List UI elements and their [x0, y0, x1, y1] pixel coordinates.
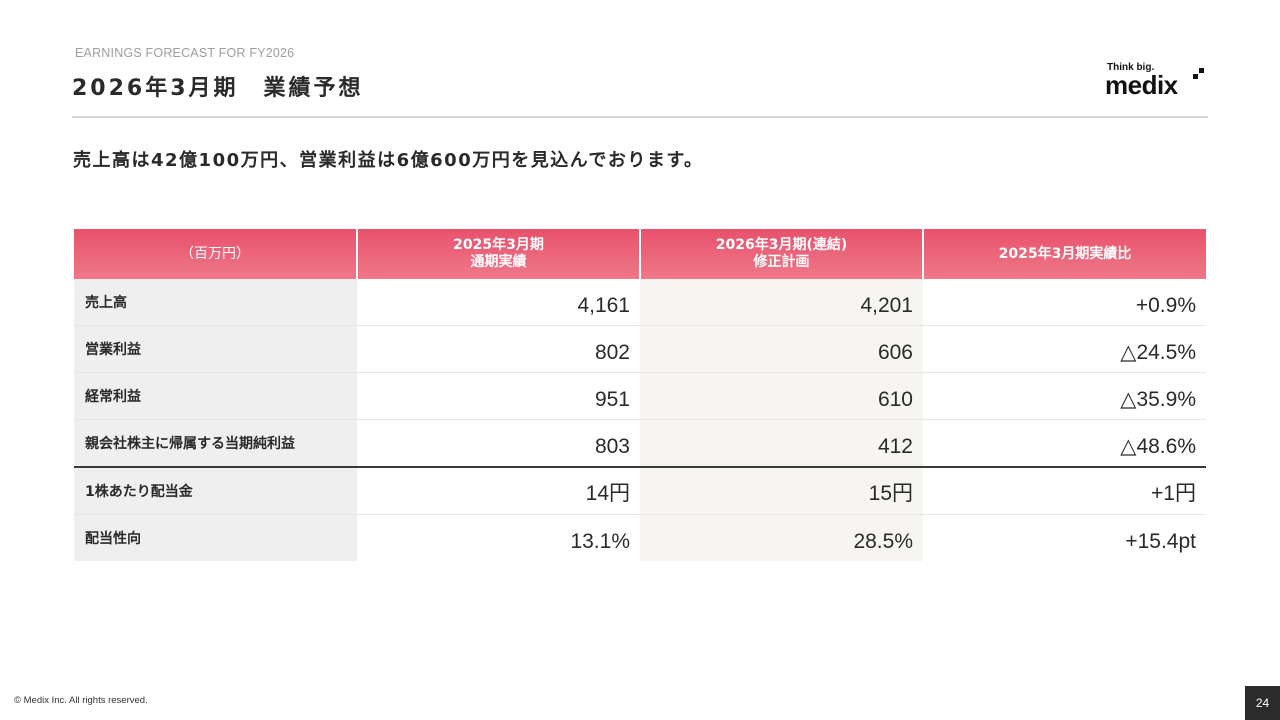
cell-change: +1円 [923, 467, 1206, 515]
lead-statement: 売上高は42億100万円、営業利益は6億600万円を見込んでおります。 [73, 150, 704, 171]
header-unit: （百万円） [74, 229, 357, 279]
company-logo: Think big. medix [1105, 62, 1209, 100]
cell-plan: 4,201 [640, 279, 923, 326]
section-eyebrow: EARNINGS FORECAST FOR FY2026 [75, 46, 295, 60]
header-line2: 通期実績 [470, 254, 527, 270]
cell-plan: 28.5% [640, 514, 923, 561]
header-line1: 2025年3月期実績比 [998, 245, 1132, 262]
header-divider [72, 116, 1208, 118]
forecast-table: （百万円） 2025年3月期 通期実績 2026年3月期(連結) 修正計画 20… [74, 229, 1206, 561]
logo-tagline: Think big. [1107, 62, 1155, 73]
cell-change: +15.4pt [1125, 530, 1196, 553]
table-row: 売上高 4,161 4,201 +0.9% [74, 279, 1206, 326]
table-row: 1株あたり配当金 14円 15円 +1円 [74, 467, 1206, 515]
logo-accent-icon [1193, 68, 1204, 79]
page-number: 24 [1245, 686, 1280, 720]
header-yoy-change: 2025年3月期実績比 [922, 229, 1206, 279]
cell-plan: 610 [640, 372, 923, 420]
table-row: 経常利益 951 610 △35.9% [74, 372, 1206, 420]
table-row: 営業利益 802 606 △24.5% [74, 325, 1206, 373]
cell-change: △24.5% [923, 325, 1206, 373]
page-title: 2026年3月期 業績予想 [72, 76, 364, 101]
cell-actual: 4,161 [357, 279, 640, 326]
header-unit-label: （百万円） [180, 245, 250, 262]
cell-actual: 803 [357, 419, 640, 468]
cell-actual: 802 [357, 325, 640, 373]
header-fy2025-actual: 2025年3月期 通期実績 [356, 229, 640, 279]
logo-wordmark: medix [1105, 70, 1178, 100]
cell-change: △35.9% [923, 372, 1206, 420]
cell-plan: 606 [640, 325, 923, 373]
cell-actual: 14円 [357, 467, 640, 515]
table-header-row: （百万円） 2025年3月期 通期実績 2026年3月期(連結) 修正計画 20… [74, 229, 1206, 279]
row-label: 配当性向 [74, 514, 357, 561]
row-label: 1株あたり配当金 [74, 467, 357, 515]
row-label: 親会社株主に帰属する当期純利益 [74, 419, 357, 468]
cell-plan: 15円 [640, 467, 923, 515]
row-label: 経常利益 [74, 372, 357, 420]
table-row: 親会社株主に帰属する当期純利益 803 412 △48.6% [74, 419, 1206, 468]
row-label: 売上高 [74, 279, 357, 326]
cell-change: △48.6% [923, 419, 1206, 468]
cell-actual: 951 [357, 372, 640, 420]
cell-plan: 412 [640, 419, 923, 468]
cell-actual: 13.1% [570, 530, 630, 553]
cell-change: +0.9% [923, 279, 1206, 326]
table-row: 配当性向 13.1% 28.5% +15.4pt [74, 514, 1206, 561]
copyright-notice: © Medix Inc. All rights reserved. [14, 695, 148, 706]
header-line2: 修正計画 [753, 254, 810, 270]
row-label: 営業利益 [74, 325, 357, 373]
header-line1: 2026年3月期(連結) [715, 237, 848, 253]
header-fy2026-plan: 2026年3月期(連結) 修正計画 [639, 229, 923, 279]
header-line1: 2025年3月期 [453, 237, 544, 253]
